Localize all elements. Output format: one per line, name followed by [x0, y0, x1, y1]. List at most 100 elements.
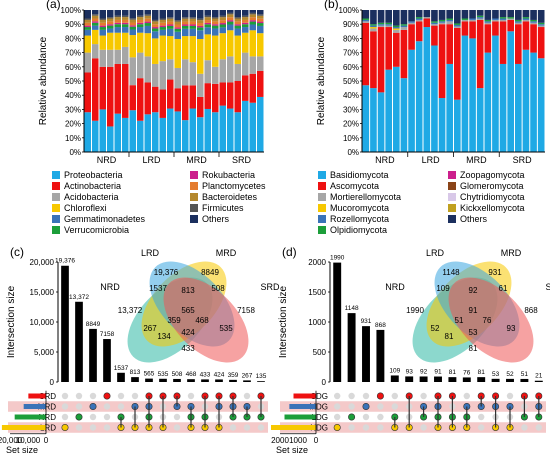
stacked-bar-segment — [122, 32, 129, 47]
stacked-bar-segment — [227, 12, 234, 15]
set-name-label: LRD — [40, 424, 56, 433]
matrix-dot-active — [333, 423, 341, 431]
stacked-bar-segment — [159, 25, 166, 28]
stacked-bar-segment — [152, 38, 159, 64]
stacked-bar-segment — [234, 25, 241, 29]
stacked-bar-segment — [438, 21, 446, 23]
stacked-bar-segment — [227, 17, 234, 21]
stacked-bar-segment — [174, 28, 181, 32]
stacked-bar-segment — [242, 75, 249, 101]
stacked-bar-segment — [415, 21, 423, 42]
stacked-bar-segment — [189, 25, 196, 29]
stacked-bar-segment — [197, 25, 204, 28]
stacked-bar-segment — [370, 28, 377, 32]
stacked-bar-segment — [234, 81, 241, 113]
stacked-bar-segment — [446, 10, 453, 19]
y-tick-label: 20% — [343, 120, 359, 129]
matrix-dot-inactive — [377, 403, 384, 410]
stacked-bar-segment — [377, 24, 385, 26]
stacked-bar-segment — [144, 18, 151, 22]
legend-swatch — [52, 226, 60, 234]
stacked-bar-segment — [212, 17, 219, 19]
y-tick-label: 80% — [343, 34, 359, 43]
stacked-bar-segment — [522, 10, 530, 18]
stacked-bar-segment — [137, 52, 144, 79]
stacked-bar-segment — [242, 24, 249, 28]
stacked-bar-segment — [189, 108, 196, 152]
intersection-bar — [376, 329, 385, 382]
intersection-value-label: 868 — [375, 322, 386, 329]
stacked-bar-segment — [219, 33, 226, 60]
legend-label: Bacteroidetes — [202, 192, 258, 202]
stacked-bar-segment — [212, 83, 219, 113]
intersection-bar — [173, 378, 181, 382]
intersection-value-label: 565 — [144, 371, 155, 378]
stacked-bar-segment — [461, 18, 469, 20]
intersection-bar — [201, 379, 209, 382]
stacked-bar-segment — [249, 102, 256, 152]
stacked-bar-segment — [99, 19, 106, 23]
y-tick-label: 10% — [343, 134, 359, 143]
stacked-bar-segment — [408, 49, 415, 153]
stacked-bar-segment — [408, 24, 415, 50]
venn-region-count: 468 — [195, 316, 209, 325]
venn-region-count: 433 — [181, 344, 195, 353]
matrix-dot-inactive — [348, 424, 355, 431]
stacked-bar-segment — [415, 18, 423, 20]
stacked-bar-segment — [431, 21, 438, 23]
stacked-bar-segment — [107, 28, 114, 33]
venn-set-name: MRD — [216, 248, 237, 258]
stacked-bar-segment — [242, 17, 249, 20]
stacked-bar-segment — [242, 15, 249, 18]
matrix-dot-inactive — [61, 392, 69, 400]
venn-set-name: LRD — [141, 248, 160, 258]
stacked-bar-segment — [174, 10, 181, 21]
stacked-bar-segment — [167, 79, 174, 109]
matrix-dot-inactive — [377, 424, 384, 431]
legend-swatch — [190, 171, 198, 179]
matrix-dot-active — [348, 413, 356, 421]
y-tick-label: 0% — [69, 148, 81, 157]
stacked-bar-segment — [92, 21, 99, 23]
group-label: NRD — [97, 155, 117, 165]
venn-region-count: 359 — [167, 316, 181, 325]
matrix-dot-inactive — [391, 403, 398, 410]
stacked-bar-segment — [137, 27, 144, 33]
stacked-bar-segment — [227, 108, 234, 152]
matrix-dot-inactive — [61, 403, 69, 410]
stacked-bar-segment — [257, 18, 264, 22]
y-tick-label: 0% — [347, 148, 359, 157]
stacked-bar-segment — [242, 22, 249, 25]
y-tick-label: 100% — [61, 6, 81, 15]
intersection-bar — [362, 326, 370, 382]
y-tick-label: 60% — [65, 63, 81, 72]
set-name-label: NDG — [310, 424, 328, 433]
y-tick-label: 10,000 — [30, 318, 55, 327]
intersection-bar — [229, 379, 237, 382]
stacked-bar-segment — [167, 25, 174, 29]
matrix-dot-inactive — [506, 392, 514, 400]
stacked-bar-segment — [454, 24, 461, 27]
stacked-bar-segment — [182, 10, 189, 18]
venn-region-count: 813 — [181, 286, 195, 295]
stacked-bar-segment — [219, 10, 226, 16]
legend-label: Olpidiomycota — [330, 225, 387, 235]
stacked-bar-segment — [212, 25, 219, 29]
stacked-bar-segment — [84, 10, 91, 19]
stacked-bar-segment — [249, 30, 256, 57]
stacked-bar-segment — [84, 35, 91, 53]
stacked-bar-segment — [431, 45, 438, 152]
stacked-bar-segment — [182, 25, 189, 29]
stacked-bar-segment — [408, 10, 415, 22]
intersection-value-label: 13,372 — [69, 294, 89, 301]
stacked-bar-segment — [92, 58, 99, 121]
stacked-bar-segment — [454, 27, 461, 100]
stacked-bar-segment — [114, 63, 121, 114]
stacked-bar-segment — [159, 27, 166, 30]
stacked-bar-segment — [107, 21, 114, 25]
venn-region-count: 53 — [469, 328, 478, 337]
stacked-bar-segment — [122, 10, 129, 16]
stacked-bar-segment — [189, 28, 196, 37]
legend-swatch — [52, 215, 60, 223]
stacked-bar-segment — [408, 21, 415, 23]
